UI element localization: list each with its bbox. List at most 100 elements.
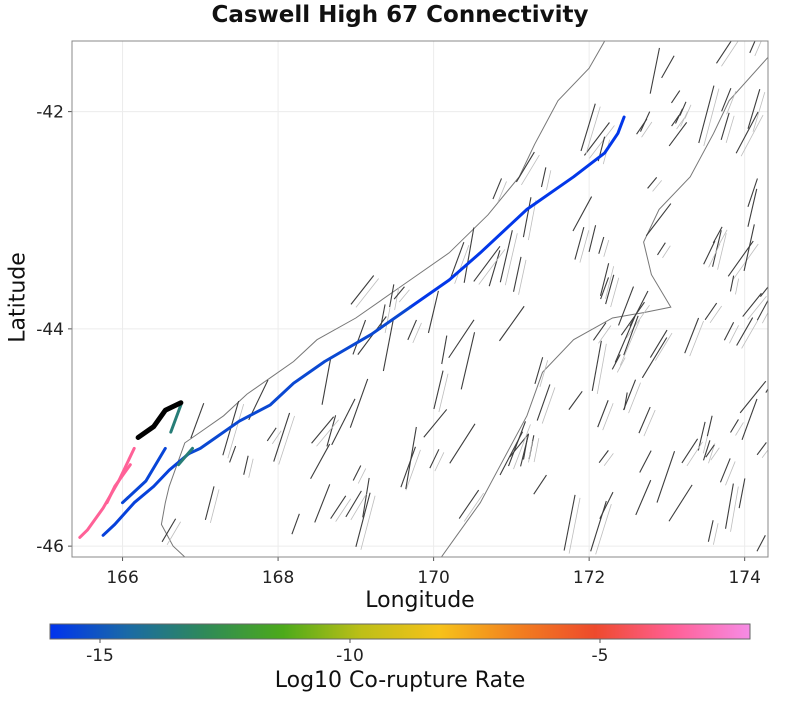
fault-trace (639, 450, 652, 473)
fault-trace (460, 332, 476, 390)
rupture-trace (135, 400, 184, 440)
fault-plane (209, 489, 220, 524)
rupture-trace (177, 446, 194, 467)
colorbar-title: Log10 Co-rupture Rate (274, 668, 526, 693)
fault-trace (321, 356, 332, 405)
fault-plane (717, 233, 727, 270)
y-tick-label: -42 (36, 103, 64, 123)
fault-plane (585, 106, 601, 155)
fault-trace (749, 41, 756, 54)
fault-plane (463, 492, 484, 522)
fault-trace (190, 402, 205, 439)
fault-plane (619, 320, 640, 366)
fault-plane (595, 503, 612, 555)
fault-trace (273, 412, 291, 462)
fault-trace (656, 450, 676, 503)
fault-plane (740, 114, 764, 157)
fault-trace (649, 47, 660, 94)
fault-trace (620, 301, 645, 336)
fault-plane (227, 403, 245, 459)
x-tick-label: 166 (106, 568, 138, 588)
fault-trace (590, 500, 607, 552)
fault-trace (311, 416, 335, 444)
fault-trace (599, 263, 610, 296)
fault-trace (657, 242, 666, 256)
fault-trace (533, 474, 547, 495)
fault-trace (458, 489, 480, 519)
fault-plane (684, 104, 692, 119)
fault-trace (540, 167, 547, 188)
fault-trace (507, 421, 526, 467)
fault-trace (614, 317, 636, 363)
fault-trace (423, 409, 448, 438)
fault-trace (739, 380, 767, 414)
fault-plane (528, 200, 537, 241)
fault-trace (382, 319, 394, 372)
fault-plane (641, 121, 653, 138)
fault-trace (681, 438, 699, 464)
fault-plane (405, 449, 421, 491)
fault-trace (649, 329, 668, 358)
fault-trace (568, 390, 583, 410)
fault-plane (708, 443, 716, 464)
y-tick-label: -46 (36, 537, 64, 557)
fault-trace (352, 319, 367, 355)
fault-plane (166, 521, 181, 546)
fault-trace (499, 230, 513, 283)
fault-plane (589, 125, 615, 159)
fault-trace (611, 354, 621, 370)
background-faults (161, 41, 768, 555)
fault-plane (350, 493, 367, 521)
fault-plane (384, 307, 391, 334)
fault-plane (438, 373, 449, 413)
fault-plane (676, 117, 685, 130)
fault-trace (671, 90, 681, 104)
fault-trace (204, 486, 215, 521)
fault-plane (730, 486, 739, 532)
fault-trace (765, 387, 768, 393)
fault-plane (357, 468, 367, 484)
fault-trace (668, 122, 688, 147)
fault-trace (742, 292, 762, 317)
fault-plane (271, 430, 282, 445)
fault-plane (518, 259, 527, 295)
fault-trace (499, 431, 524, 476)
fault-trace (513, 256, 522, 292)
colorbar-tick-label: -15 (86, 646, 114, 666)
fault-trace (641, 337, 668, 379)
fault-plane (602, 403, 614, 431)
fault-trace (379, 304, 386, 331)
fault-trace (433, 370, 444, 410)
fault-trace (400, 446, 416, 488)
fault-trace (635, 479, 652, 516)
chart-title: Caswell High 67 Connectivity (211, 2, 589, 28)
fault-trace (492, 178, 503, 200)
fault-plane (360, 495, 376, 550)
fault-trace (705, 444, 715, 458)
fault-trace (712, 230, 722, 267)
coastline-east (440, 56, 768, 557)
colorbar (49, 623, 751, 640)
fault-trace (675, 108, 684, 124)
fault-plane (546, 170, 552, 191)
fault-trace (229, 445, 237, 463)
fault-plane (596, 343, 607, 394)
fault-trace (756, 299, 768, 321)
fault-plane (504, 233, 518, 286)
fault-trace (730, 419, 739, 433)
fault-trace (362, 477, 370, 518)
fault-trace (645, 203, 672, 237)
fault-plane (761, 449, 768, 459)
fault-trace (331, 398, 356, 446)
fault-plane (316, 419, 339, 447)
fault-plane (434, 452, 445, 472)
fault-plane (726, 91, 737, 115)
colorbar-tick-label: -10 (336, 646, 364, 666)
fault-trace (574, 226, 585, 260)
fault-plane (761, 311, 768, 324)
rupture-trace (78, 446, 136, 539)
fault-trace (598, 236, 605, 254)
fault-trace (350, 275, 375, 305)
fault-trace (636, 118, 648, 135)
fault-plane (497, 181, 507, 203)
